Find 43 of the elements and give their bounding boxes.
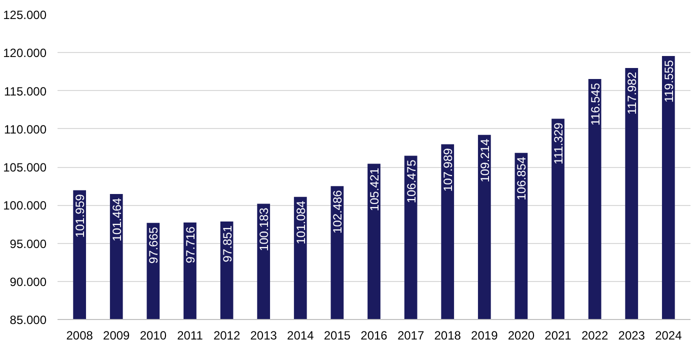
x-tick-label: 2013 [250, 328, 278, 342]
data-label: 107.989 [441, 148, 456, 192]
x-tick-label: 2009 [103, 328, 130, 342]
x-tick-label: 2023 [618, 328, 646, 342]
data-label: 97.665 [146, 226, 161, 264]
x-tick-label: 2016 [360, 328, 388, 342]
data-label: 101.959 [73, 194, 88, 238]
data-label: 97.716 [183, 226, 198, 264]
y-tick-label: 90.000 [10, 274, 47, 289]
data-label: 105.421 [368, 167, 382, 212]
y-tick-label: 115.000 [4, 84, 47, 98]
x-tick-label: 2012 [213, 328, 240, 342]
x-tick-label: 2017 [397, 328, 424, 342]
y-tick-label: 85.000 [10, 313, 47, 327]
x-tick-label: 2008 [66, 328, 94, 342]
x-tick-label: 2022 [581, 328, 608, 342]
data-label: 106.475 [404, 159, 418, 204]
data-label: 109.214 [478, 138, 492, 182]
x-tick-label: 2010 [140, 328, 167, 342]
x-tick-label: 2014 [287, 328, 314, 342]
x-tick-label: 2019 [471, 328, 498, 342]
x-tick-label: 2018 [434, 328, 462, 342]
x-tick-label: 2015 [324, 328, 351, 342]
y-tick-label: 100.000 [3, 198, 47, 213]
data-label: 101.464 [110, 198, 124, 242]
x-tick-label: 2020 [508, 328, 535, 342]
data-label: 117.982 [625, 72, 640, 114]
y-tick-label: 95.000 [10, 236, 47, 251]
data-label: 111.329 [552, 122, 566, 164]
data-label: 100.183 [257, 207, 272, 252]
x-tick-label: 2024 [655, 328, 682, 342]
data-label: 97.851 [220, 225, 234, 262]
y-tick-label: 105.000 [3, 160, 47, 174]
x-tick-label: 2011 [177, 328, 204, 342]
data-label: 116.545 [588, 82, 602, 126]
x-tick-label: 2021 [544, 328, 572, 342]
data-label: 119.555 [662, 60, 676, 103]
data-label: 106.854 [514, 156, 529, 200]
y-tick-label: 110.000 [4, 122, 47, 136]
y-tick-label: 120.000 [3, 46, 47, 60]
data-label: 102.486 [330, 190, 345, 234]
data-label: 101.084 [294, 200, 308, 244]
y-tick-label: 125.000 [3, 8, 47, 22]
